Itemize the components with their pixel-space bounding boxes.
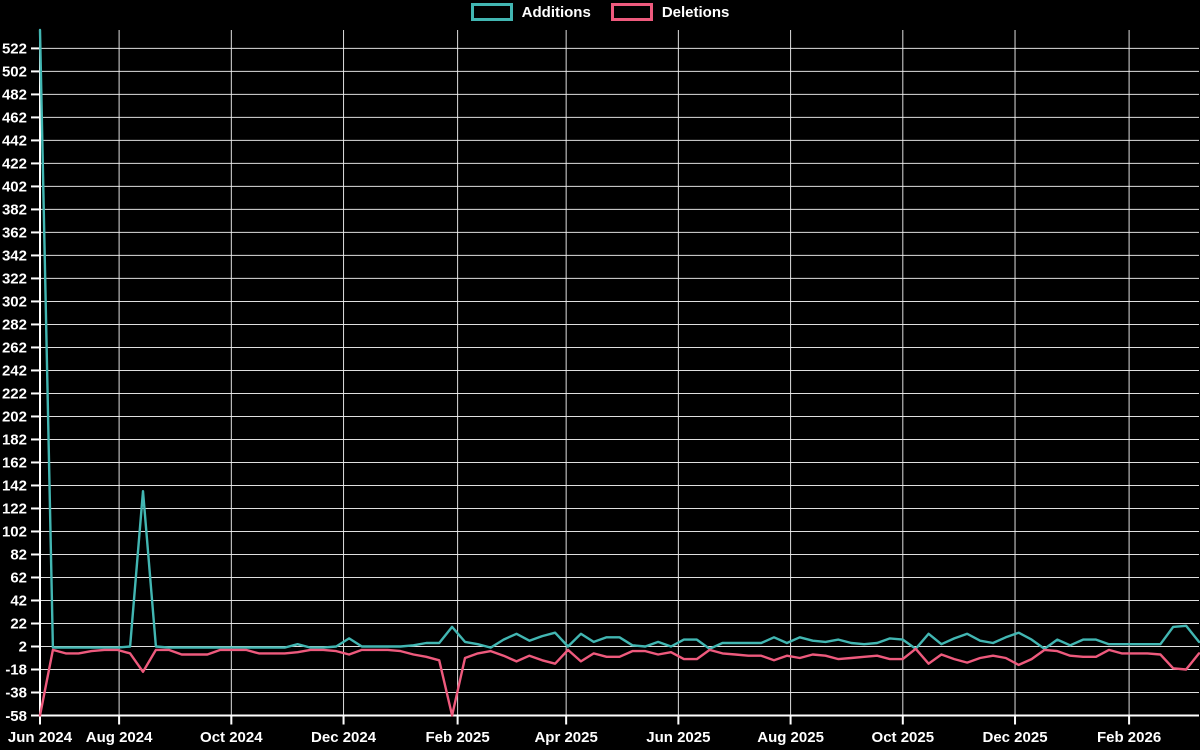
x-tick-label: Apr 2025 [534, 729, 597, 746]
y-tick-label: 222 [2, 386, 27, 403]
x-tick-label: Feb 2026 [1097, 729, 1161, 746]
y-tick-label: 522 [2, 41, 27, 58]
y-tick-label: 142 [2, 478, 27, 495]
y-tick-label: 62 [10, 570, 27, 587]
additions-line [38, 28, 1200, 650]
y-tick-label: -18 [5, 662, 27, 679]
y-tick-label: 102 [2, 524, 27, 541]
y-tick-label: 442 [2, 133, 27, 150]
y-tick-label: -58 [5, 708, 27, 725]
y-tick-label: 422 [2, 156, 27, 173]
y-tick-label: 82 [10, 547, 27, 564]
y-tick-label: 2 [19, 639, 27, 656]
y-tick-label: 22 [10, 616, 27, 633]
y-tick-label: 402 [2, 179, 27, 196]
additions-swatch-icon [470, 3, 513, 21]
y-tick-label: 302 [2, 294, 27, 311]
y-tick-label: 282 [2, 317, 27, 334]
x-tick-label: Oct 2025 [872, 729, 935, 746]
y-tick-label: 382 [2, 202, 27, 219]
legend-label-additions: Additions [521, 3, 591, 21]
y-tick-label: 202 [2, 409, 27, 426]
y-tick-label: 182 [2, 432, 27, 449]
x-tick-label: Dec 2024 [311, 729, 377, 746]
x-tick-label: Aug 2025 [757, 729, 824, 746]
x-tick-label: Dec 2025 [983, 729, 1048, 746]
y-tick-label: 462 [2, 110, 27, 127]
y-tick-label: -38 [5, 685, 27, 702]
x-tick-label: Oct 2024 [200, 729, 263, 746]
deletions-line [38, 647, 1200, 717]
x-tick-label: Jun 2024 [8, 729, 73, 746]
chart-legend: Additions Deletions [0, 3, 1200, 21]
y-tick-label: 242 [2, 363, 27, 380]
deletions-swatch-icon [610, 3, 653, 21]
y-tick-label: 162 [2, 455, 27, 472]
x-tick-label: Feb 2025 [425, 729, 489, 746]
legend-item-deletions[interactable]: Deletions [610, 3, 730, 21]
legend-label-deletions: Deletions [661, 3, 730, 21]
x-tick-label: Jun 2025 [646, 729, 710, 746]
y-tick-label: 502 [2, 64, 27, 81]
y-tick-label: 342 [2, 248, 27, 265]
y-tick-label: 322 [2, 271, 27, 288]
y-tick-label: 482 [2, 87, 27, 104]
y-tick-label: 122 [2, 501, 27, 518]
y-tick-label: 262 [2, 340, 27, 357]
y-tick-label: 42 [10, 593, 27, 610]
legend-item-additions[interactable]: Additions [470, 3, 591, 21]
x-tick-label: Aug 2024 [86, 729, 153, 746]
y-tick-label: 362 [2, 225, 27, 242]
